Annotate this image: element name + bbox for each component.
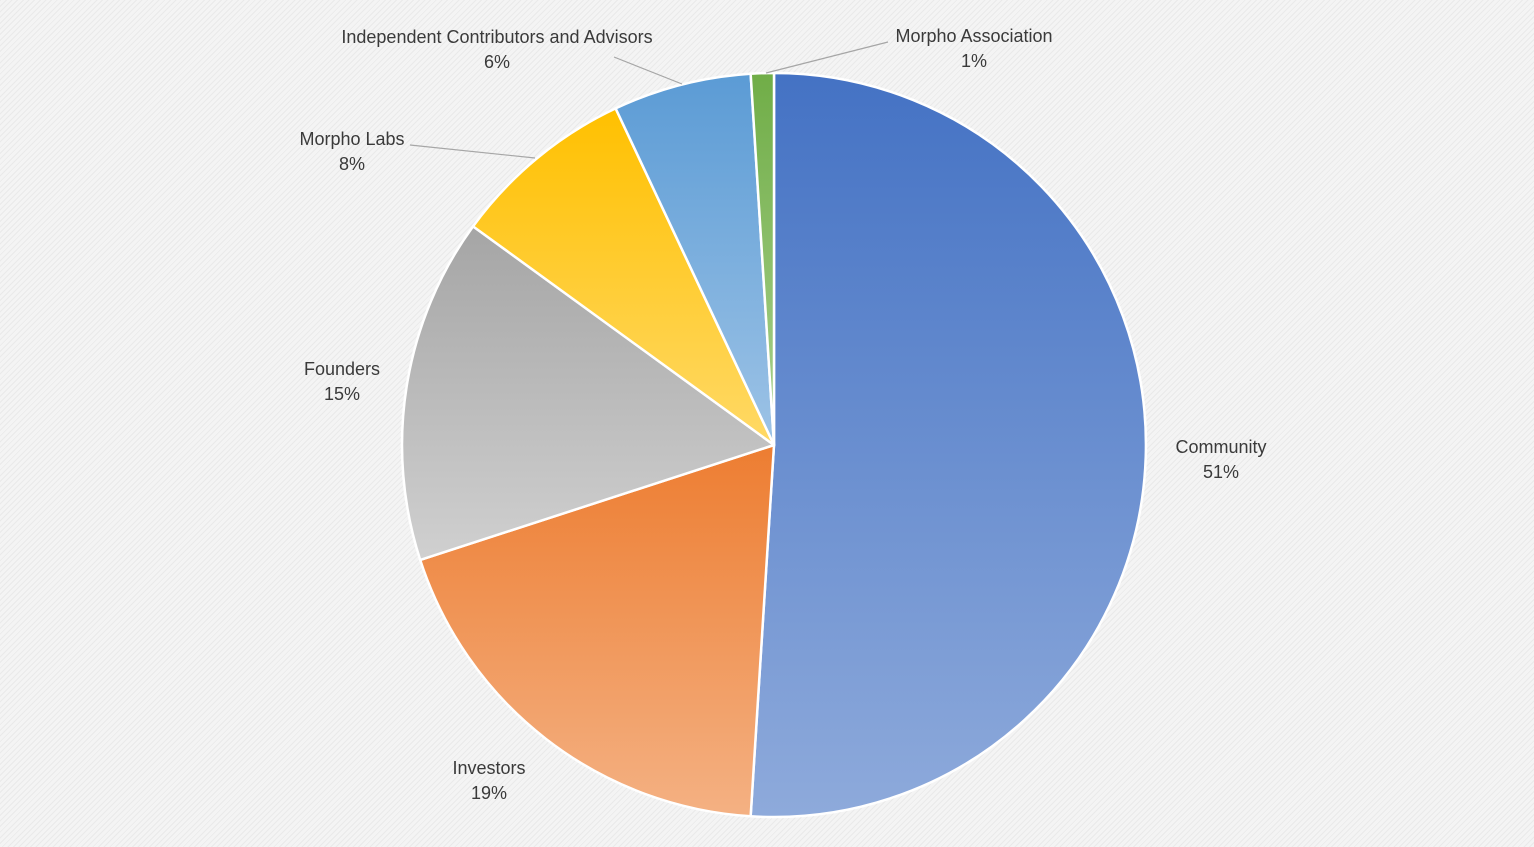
labels-layer: Community 51% Investors 19% Founders 15% Morph… <box>299 26 1266 803</box>
leader-line-morpho-labs <box>409 144 536 159</box>
slice-label-percent: 15% <box>324 384 360 404</box>
slice-label-name: Morpho Labs <box>299 129 404 149</box>
pie-slice-community <box>749 71 1148 819</box>
slice-label-name: Community <box>1175 437 1266 457</box>
leader-lines-layer <box>409 41 889 159</box>
slice-label-name: Independent Contributors and Advisors <box>341 27 652 47</box>
pie-slice-founders <box>400 225 776 562</box>
data-label-morpho-association: Morpho Association 1% <box>895 26 1052 71</box>
slices-layer <box>400 71 1148 819</box>
slice-label-percent: 19% <box>471 783 507 803</box>
leader-line-independent-contributors-and-advisors <box>613 56 683 85</box>
data-label-community: Community 51% <box>1175 437 1266 482</box>
slice-label-percent: 51% <box>1203 462 1239 482</box>
pie-slice-independent-contributors-and-advisors <box>614 72 776 447</box>
slice-label-percent: 1% <box>961 51 987 71</box>
slice-label-name: Founders <box>304 359 380 379</box>
pie-slice-morpho-association <box>749 71 776 447</box>
leader-line-morpho-association <box>765 41 889 74</box>
data-label-morpho-labs: Morpho Labs 8% <box>299 129 404 174</box>
data-label-founders: Founders 15% <box>304 359 380 404</box>
slice-label-percent: 6% <box>484 52 510 72</box>
data-label-investors: Investors 19% <box>452 758 525 803</box>
pie-slice-investors <box>418 443 776 818</box>
slice-label-name: Investors <box>452 758 525 778</box>
slice-label-percent: 8% <box>339 154 365 174</box>
slice-label-name: Morpho Association <box>895 26 1052 46</box>
pie-slice-morpho-labs <box>471 107 776 447</box>
data-label-independent-contributors-and-advisors: Independent Contributors and Advisors 6% <box>341 27 652 72</box>
